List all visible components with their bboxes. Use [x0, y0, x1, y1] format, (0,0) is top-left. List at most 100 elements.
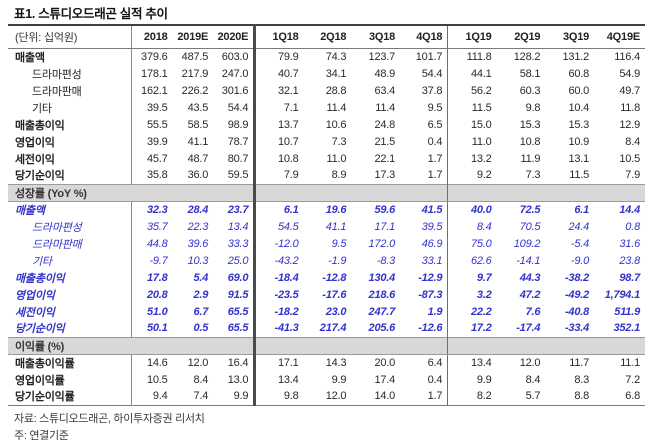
- value-cell: 39.6: [187, 237, 209, 250]
- value-cell: 247.0: [213, 65, 257, 82]
- value-cell: 8.8: [574, 390, 590, 403]
- table-row: 영업이익 39.9 41.1 78.7 10.7 7.3 21.5 0.4 11.0 10.8 10…: [8, 133, 645, 150]
- value-cell: 55.5: [146, 118, 168, 131]
- value-cell: 60.0: [568, 84, 590, 97]
- value-cell: 59.5: [213, 167, 257, 184]
- value-cell: 15.0: [470, 118, 492, 131]
- row-label: 영업이익: [8, 286, 133, 303]
- value-cell: -23.5: [274, 288, 299, 301]
- value-cell: 10.5: [146, 373, 168, 386]
- value-cell: 15.3: [519, 118, 541, 131]
- financial-results-table: (단위: 십억원) 2018 2019E 2020E 1Q18 2Q18 3Q18 4Q18…: [8, 24, 645, 406]
- value-cell: 1,794.1: [604, 288, 641, 301]
- value-cell: 41.1: [187, 135, 209, 148]
- value-cell: 13.2: [470, 152, 492, 165]
- section-bar-cell: [447, 183, 497, 202]
- column-header-2q18: 2Q18: [303, 25, 352, 49]
- value-cell: 7.9: [625, 169, 640, 182]
- value-cell: -87.3: [400, 286, 449, 303]
- value-cell: 0.4: [400, 371, 449, 388]
- row-label: 세전이익: [8, 303, 133, 320]
- value-cell: 17.4: [374, 373, 396, 386]
- row-label: 기타: [8, 252, 133, 269]
- value-cell: 9.9: [331, 373, 347, 386]
- value-cell: 46.9: [400, 235, 449, 252]
- table-row: 드라마판매 162.1 226.2 301.6 32.1 28.8 63.4 37.8 56.2…: [8, 82, 645, 99]
- row-label: 드라마판매: [8, 235, 133, 252]
- column-header-2020e: 2020E: [213, 25, 257, 49]
- value-cell: 8.4: [193, 373, 209, 386]
- value-cell: 217.9: [181, 67, 209, 80]
- value-cell: 7.4: [193, 390, 209, 403]
- row-label: 매출총이익: [8, 269, 133, 286]
- section-bar-cell: [213, 336, 257, 355]
- value-cell: 10.8: [519, 135, 541, 148]
- value-cell: 54.9: [619, 67, 640, 80]
- value-cell: 11.5: [471, 101, 492, 114]
- section-bar-cell: [131, 183, 173, 202]
- value-cell: 14.3: [325, 356, 347, 369]
- value-cell: 80.7: [213, 150, 257, 167]
- value-cell: 65.5: [213, 320, 257, 337]
- value-cell: 9.9: [476, 373, 492, 386]
- value-cell: 6.5: [400, 116, 449, 133]
- table-row: 매출액 32.3 28.4 23.7 6.1 19.6 59.6 41.5 40.0 72.5 6.…: [8, 201, 645, 218]
- section-bar-cell: [545, 183, 595, 202]
- value-cell: 56.2: [470, 84, 492, 97]
- table-title: 표1. 스튜디오드래곤 실적 추이: [14, 7, 168, 21]
- column-header-2019e: 2019E: [172, 25, 214, 49]
- value-cell: 7.2: [625, 373, 640, 386]
- value-cell: 172.0: [368, 237, 396, 250]
- value-cell: 3.2: [476, 288, 492, 301]
- value-cell: 16.4: [213, 354, 257, 371]
- value-cell: -8.3: [376, 254, 396, 267]
- table-row: 매출총이익 55.5 58.5 98.9 13.7 10.6 24.8 6.5 15.0 15.3…: [8, 116, 645, 133]
- value-cell: 19.6: [325, 203, 347, 216]
- value-cell: 20.8: [146, 288, 168, 301]
- table-row: 매출총이익률 14.6 12.0 16.4 17.1 14.3 20.0 6.4 13.4 12.…: [8, 354, 645, 371]
- value-cell: 6.8: [625, 390, 640, 403]
- value-cell: 9.2: [476, 169, 492, 182]
- value-cell: -14.1: [516, 254, 541, 267]
- value-cell: 39.5: [146, 101, 168, 114]
- value-cell: 8.2: [476, 390, 492, 403]
- value-cell: -5.4: [570, 237, 590, 250]
- value-cell: -17.4: [516, 322, 541, 335]
- section-bar-cell: [213, 183, 257, 202]
- value-cell: 22.2: [470, 305, 492, 318]
- section-bar-cell: [351, 336, 401, 355]
- value-cell: 9.4: [152, 390, 168, 403]
- value-cell: 12.9: [619, 118, 640, 131]
- row-label: 당기순이익: [8, 320, 133, 337]
- value-cell: 40.7: [277, 67, 299, 80]
- value-cell: 31.6: [619, 237, 640, 250]
- section-bar-cell: [496, 336, 546, 355]
- value-cell: 11.1: [620, 356, 640, 369]
- value-cell: 8.9: [331, 169, 347, 182]
- value-cell: 14.0: [374, 390, 396, 403]
- value-cell: 33.3: [213, 235, 257, 252]
- value-cell: 44.8: [146, 237, 168, 250]
- value-cell: 13.4: [213, 218, 257, 235]
- table-row: 세전이익 51.0 6.7 65.5 -18.2 23.0 247.7 1.9 22.2 7.6 -…: [8, 303, 645, 320]
- section-bar-cell: [594, 183, 645, 202]
- section-bar-cell: [172, 336, 214, 355]
- value-cell: 14.6: [146, 356, 168, 369]
- value-cell: 98.7: [619, 271, 640, 284]
- value-cell: 6.1: [283, 203, 299, 216]
- value-cell: 32.1: [277, 84, 299, 97]
- value-cell: 7.1: [283, 101, 299, 114]
- section-bar-cell: [254, 336, 304, 355]
- value-cell: 51.0: [146, 305, 168, 318]
- value-cell: 8.4: [625, 135, 640, 148]
- footnotes: 자료: 스튜디오드래곤, 하이투자증권 리서치 주: 연결기준: [14, 411, 647, 440]
- value-cell: 10.8: [277, 152, 299, 165]
- value-cell: 11.4: [375, 101, 396, 114]
- value-cell: 23.0: [325, 305, 347, 318]
- value-cell: 8.3: [574, 373, 590, 386]
- column-header-4q18: 4Q18: [400, 25, 449, 49]
- value-cell: 226.2: [181, 84, 209, 97]
- value-cell: 0.4: [400, 133, 449, 150]
- section-bar: 이익률 (%): [8, 336, 645, 355]
- table-row: 매출총이익 17.8 5.4 69.0 -18.4 -12.8 130.4 -12.9 9.7 4…: [8, 269, 645, 286]
